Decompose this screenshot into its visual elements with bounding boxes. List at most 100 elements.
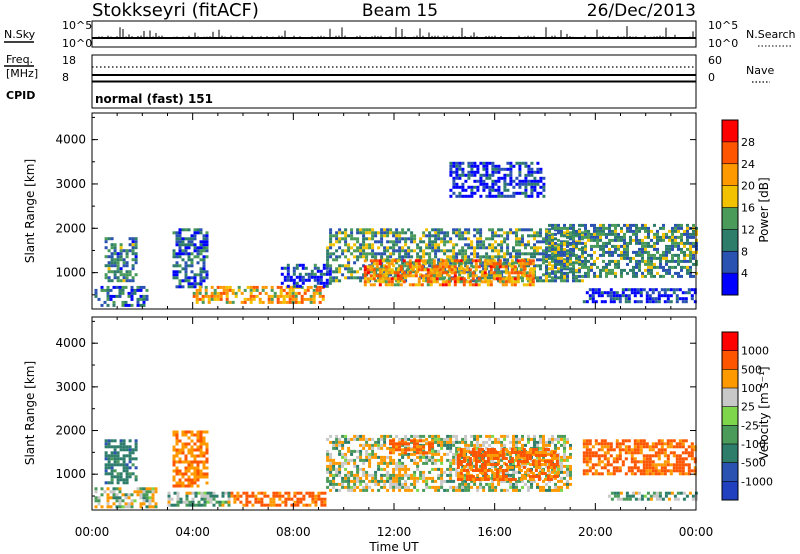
echo-cell — [230, 491, 234, 495]
echo-cell — [603, 466, 607, 470]
echo-cell — [118, 502, 122, 506]
echo-cell — [112, 300, 116, 304]
echo-cell — [473, 191, 477, 195]
echo-cell — [104, 246, 108, 250]
echo-cell — [582, 451, 586, 455]
echo-cell — [175, 234, 179, 238]
echo-cell — [193, 466, 197, 470]
echo-cell — [338, 279, 342, 283]
echo-cell — [486, 478, 490, 481]
echo-cell — [516, 460, 520, 463]
echo-cell — [653, 247, 656, 251]
echo-cell — [401, 473, 405, 477]
echo-cell — [404, 473, 408, 477]
echo-cell — [287, 494, 291, 498]
echo-cell — [488, 243, 492, 247]
echo-cell — [471, 451, 475, 454]
echo-cell — [471, 448, 475, 451]
echo-cell — [581, 249, 584, 253]
echo-cell — [545, 473, 548, 477]
echo-cell — [196, 475, 200, 479]
echo-cell — [629, 226, 632, 230]
echo-cell — [425, 246, 429, 250]
echo-cell — [389, 448, 392, 452]
echo-cell — [462, 454, 466, 457]
echo-cell — [107, 466, 111, 470]
echo-cell — [635, 259, 638, 263]
echo-cell — [175, 451, 179, 455]
echo-cell — [482, 240, 486, 244]
echo-cell — [470, 264, 474, 268]
echo-cell — [136, 288, 140, 292]
echo-cell — [359, 246, 363, 250]
echo-cell — [623, 235, 626, 239]
echo-cell — [335, 482, 339, 486]
echo-cell — [617, 262, 620, 266]
echo-cell — [582, 442, 586, 446]
echo-cell — [536, 249, 539, 253]
echo-cell — [668, 265, 671, 269]
echo-cell — [313, 284, 317, 288]
echo-cell — [482, 449, 486, 453]
echo-cell — [422, 439, 425, 443]
echo-cell — [297, 300, 301, 304]
echo-cell — [533, 252, 536, 256]
echo-cell — [470, 173, 474, 177]
echo-cell — [398, 237, 402, 241]
echo-cell — [215, 494, 219, 498]
echo-cell — [614, 232, 617, 236]
echo-cell — [471, 271, 475, 275]
echo-cell — [663, 288, 667, 292]
echo-cell — [582, 445, 586, 449]
echo-cell — [190, 484, 194, 488]
echo-cell — [510, 268, 514, 272]
echo-cell — [422, 476, 426, 480]
echo-cell — [476, 437, 480, 441]
echo-cell — [585, 457, 589, 461]
echo-cell — [536, 482, 539, 486]
echo-cell — [603, 463, 607, 467]
echo-cell — [497, 179, 501, 183]
echo-cell — [356, 228, 360, 232]
echo-cell — [606, 448, 610, 452]
echo-cell — [210, 294, 214, 298]
echo-cell — [222, 288, 226, 292]
echo-cell — [491, 276, 495, 280]
echo-cell — [402, 280, 406, 284]
echo-cell — [644, 250, 647, 254]
echo-cell — [124, 300, 128, 304]
echo-cell — [560, 250, 563, 254]
echo-cell — [677, 241, 680, 245]
echo-cell — [106, 505, 110, 509]
echo-cell — [455, 449, 459, 453]
echo-cell — [416, 439, 419, 443]
echo-cell — [552, 457, 556, 460]
nave-tick-top: 60 — [708, 54, 722, 67]
echo-cell — [449, 240, 453, 244]
echo-cell — [338, 240, 342, 244]
echo-cell — [611, 223, 614, 227]
echo-cell — [455, 440, 459, 444]
echo-cell — [178, 448, 182, 452]
echo-cell — [329, 467, 333, 471]
echo-cell — [401, 231, 405, 235]
echo-cell — [584, 262, 587, 266]
echo-cell — [431, 243, 435, 247]
echo-cell — [107, 457, 111, 461]
echo-cell — [527, 434, 530, 438]
echo-cell — [470, 261, 474, 265]
echo-cell — [106, 499, 110, 503]
echo-cell — [374, 476, 378, 480]
echo-cell — [449, 470, 453, 474]
echo-cell — [483, 475, 487, 478]
echo-cell — [521, 191, 525, 195]
echo-cell — [599, 274, 602, 278]
echo-cell — [362, 252, 366, 256]
echo-cell — [680, 238, 683, 242]
echo-cell — [512, 434, 515, 438]
echo-cell — [690, 288, 694, 292]
echo-cell — [464, 440, 468, 444]
echo-cell — [195, 291, 199, 295]
echo-cell — [641, 244, 644, 248]
echo-cell — [282, 297, 286, 301]
